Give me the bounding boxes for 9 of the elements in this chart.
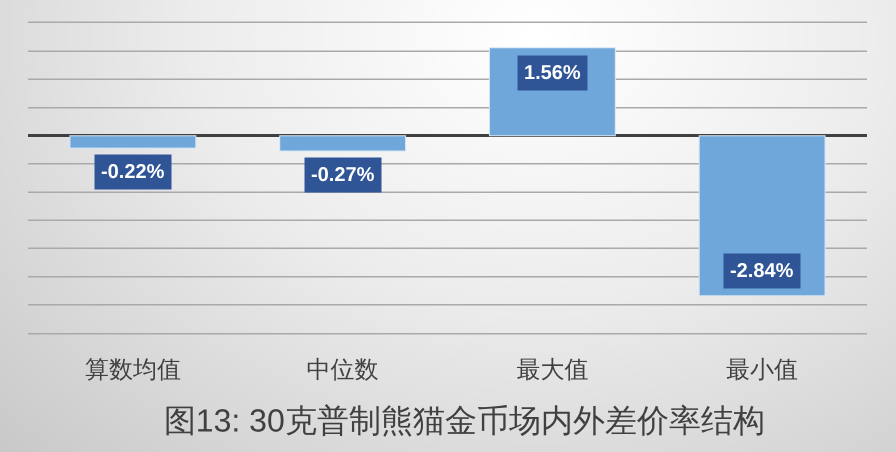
text: 图13: 30克普制熊猫金币场内外差价率结构	[164, 402, 765, 439]
data-label: 1.56%	[524, 62, 581, 84]
x-tick-label: 算数均值	[84, 356, 181, 384]
x-tick-label: 最小值	[726, 356, 798, 384]
x-tick-label: 中位数	[306, 356, 379, 384]
data-label: -0.22%	[101, 161, 165, 183]
x-tick-label: 最大值	[516, 356, 588, 384]
data-label: -2.84%	[730, 260, 794, 282]
data-label: -0.27%	[311, 164, 375, 186]
